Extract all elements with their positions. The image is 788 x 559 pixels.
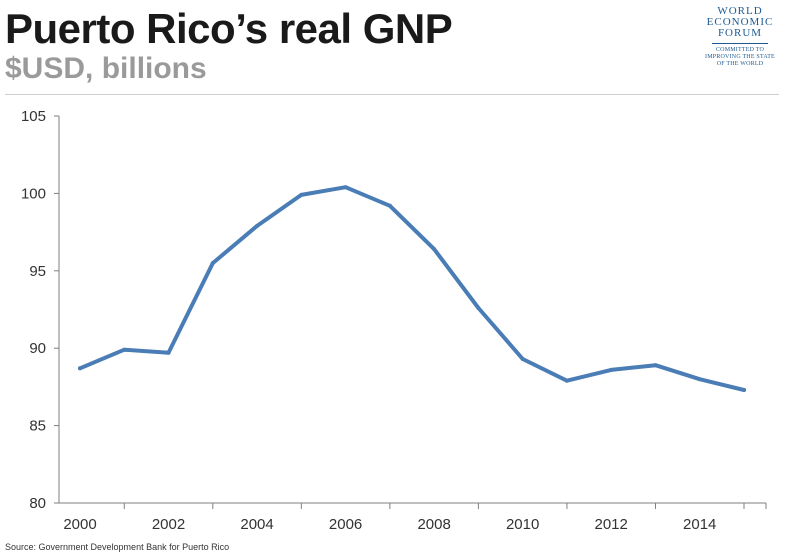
logo-line-world: WORLD [717, 5, 763, 17]
data-point [697, 377, 702, 382]
data-point [387, 203, 392, 208]
chart-title: Puerto Rico’s real GNP [5, 5, 453, 52]
x-tick-label: 2006 [329, 516, 362, 533]
y-tick-label: 85 [29, 418, 46, 435]
data-point [343, 185, 348, 190]
data-point [210, 261, 215, 266]
chart-marks [78, 185, 746, 392]
logo-line-economic: ECONOMIC [706, 16, 774, 28]
x-tick-label: 2000 [63, 516, 96, 533]
data-point [742, 388, 746, 392]
x-tick-label: 2010 [506, 516, 539, 533]
data-point [520, 357, 525, 361]
y-tick-label: 95 [29, 263, 46, 280]
data-point [432, 247, 437, 252]
x-tick-label: 2012 [595, 516, 628, 533]
data-point [609, 367, 614, 372]
logo-tagline-3: OF THE WORLD [716, 61, 764, 67]
logo-line-forum: FORUM [717, 27, 763, 39]
data-point [476, 306, 481, 310]
y-tick-label: 90 [29, 340, 46, 357]
y-tick-label: 80 [29, 495, 46, 512]
x-tick-label: 2002 [152, 516, 185, 533]
y-tick-label: 100 [21, 185, 46, 202]
source-note: Source: Government Development Bank for … [5, 542, 230, 552]
data-point [78, 366, 82, 371]
data-point [653, 363, 658, 368]
chart-axes: 80 85 90 95 100 105 2000 2002 2004 2006 2008 2010 20… [21, 108, 767, 533]
x-tick-label: 2004 [240, 516, 273, 533]
data-point [255, 223, 260, 228]
data-point [122, 347, 127, 352]
x-tick-label: 2008 [417, 516, 450, 533]
data-point [299, 192, 304, 197]
logo-tagline-1: COMMITTED TO [715, 47, 764, 53]
series-line-0 [78, 185, 746, 392]
wef-logo: WORLD ECONOMIC FORUM COMMITTED TO IMPROV… [696, 6, 784, 68]
chart-subtitle: $USD, billions [5, 52, 207, 85]
logo-tagline-2: IMPROVING THE STATE [705, 54, 775, 60]
data-point [166, 350, 171, 355]
logo-rule [712, 43, 768, 44]
header-divider [5, 94, 779, 95]
y-tick-label: 105 [21, 108, 46, 125]
x-tick-label: 2014 [683, 516, 716, 533]
data-point [564, 378, 569, 383]
